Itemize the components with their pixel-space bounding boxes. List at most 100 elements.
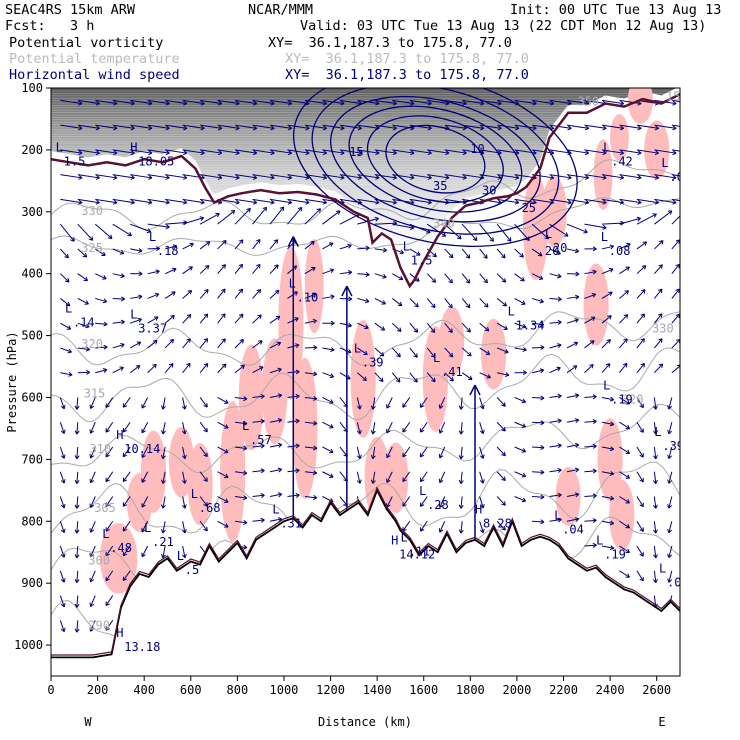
wind-vector-head: [277, 517, 283, 522]
wind-vector-head: [120, 296, 125, 302]
wind-vector: [409, 198, 432, 204]
wind-vector: [479, 99, 502, 105]
wind-vector-head: [322, 175, 328, 180]
wind-vector-head: [448, 352, 454, 358]
wind-vector: [496, 273, 507, 283]
plot-frame: [50, 87, 681, 677]
wind-vector: [357, 174, 380, 179]
wind-vector: [76, 496, 79, 509]
wind-vector-head: [205, 241, 211, 246]
wind-vector-head: [382, 247, 388, 253]
wind-vector: [531, 99, 554, 105]
wind-vector-head: [462, 100, 467, 106]
wind-vector: [584, 364, 594, 374]
wind-vector: [372, 397, 376, 410]
wind-vector-head: [504, 372, 510, 378]
wind-vector: [668, 446, 673, 459]
wind-vector-head: [690, 151, 694, 155]
theta-contour-label: 320: [81, 337, 103, 351]
wind-vector-head: [397, 301, 403, 307]
wind-vector: [76, 570, 79, 583]
wind-vector: [391, 322, 402, 332]
wind-vector-head: [441, 232, 447, 237]
wind-vector: [386, 446, 393, 458]
wind-vector: [426, 298, 436, 308]
wind-vector: [60, 372, 73, 376]
extrema-value: .19: [604, 547, 626, 561]
wind-vector-head: [413, 353, 418, 358]
wind-vector: [619, 290, 629, 299]
wind-vector: [479, 496, 484, 509]
pv-anomaly-fill: [481, 318, 507, 390]
wind-vector-head: [625, 548, 630, 553]
wind-vector: [654, 363, 663, 374]
wind-vector-head: [165, 125, 170, 131]
wind-vector: [112, 321, 125, 324]
wind-vector-head: [410, 175, 415, 180]
wind-vector-head: [329, 473, 334, 478]
wind-vector: [304, 372, 317, 375]
wind-vector: [460, 446, 463, 459]
wind-vector: [420, 471, 428, 482]
pv-anomaly-fill: [383, 442, 409, 514]
wind-vector-head: [672, 199, 677, 205]
wind-vector-head: [574, 418, 580, 423]
wind-vector-head: [356, 429, 362, 435]
wind-vector: [252, 519, 265, 522]
wind-vector: [479, 372, 491, 379]
extrema-value: .68: [199, 501, 221, 515]
wind-vector: [671, 313, 680, 324]
wind-vector-head: [584, 100, 590, 106]
extrema-marker: H: [391, 533, 398, 547]
wind-vector-head: [501, 253, 506, 259]
wind-vector-head: [399, 249, 404, 255]
wind-vector: [584, 174, 607, 179]
wind-vector-head: [503, 325, 508, 330]
theta-contour-label: 300: [88, 554, 110, 568]
extrema-value: .19: [611, 393, 633, 407]
wind-vector: [374, 222, 397, 225]
wind-vector: [584, 149, 607, 154]
wind-vector-head: [105, 477, 110, 483]
wind-vector-head: [501, 402, 506, 407]
wind-vector: [105, 397, 114, 408]
wind-vector-head: [539, 368, 545, 374]
wind-vector-head: [312, 318, 317, 324]
extrema-value: .21: [152, 535, 174, 549]
wind-vector-head: [574, 492, 580, 498]
wind-vector: [636, 213, 657, 225]
wind-vector: [200, 198, 222, 204]
wind-contour-label: 15: [349, 145, 363, 159]
wind-vector-head: [667, 429, 673, 435]
extrema-marker: L: [508, 304, 515, 318]
wind-vector: [532, 322, 545, 326]
wind-vector-head: [625, 523, 630, 529]
wind-vector-head: [484, 326, 490, 332]
wind-vector-head: [467, 351, 472, 357]
wind-vector: [356, 422, 361, 435]
wind-vector: [77, 273, 88, 282]
wind-vector: [252, 340, 263, 349]
wind-vector: [217, 240, 227, 250]
wind-contour-label: 30: [482, 183, 496, 197]
theta-contour-label: 290: [88, 619, 110, 633]
wind-vector: [304, 198, 327, 204]
wind-vector-head: [458, 529, 464, 534]
extrema-marker: L: [601, 230, 608, 244]
wind-vector: [322, 269, 334, 275]
extrema-marker: L: [191, 487, 198, 501]
wind-vector-head: [357, 199, 362, 205]
wind-vector-head: [322, 199, 328, 205]
wind-vector-head: [675, 288, 680, 294]
wind-vector: [130, 124, 153, 129]
wind-vector-head: [584, 175, 590, 180]
wind-vector-head: [438, 503, 444, 508]
wind-vector: [164, 268, 177, 275]
wind-vector: [165, 174, 187, 179]
wind-vector: [339, 213, 360, 225]
wind-vector-head: [161, 405, 166, 410]
wind-vector: [95, 99, 118, 105]
wind-vector-head: [260, 517, 265, 523]
wind-vector-head: [74, 430, 80, 435]
wind-vector: [531, 198, 554, 204]
